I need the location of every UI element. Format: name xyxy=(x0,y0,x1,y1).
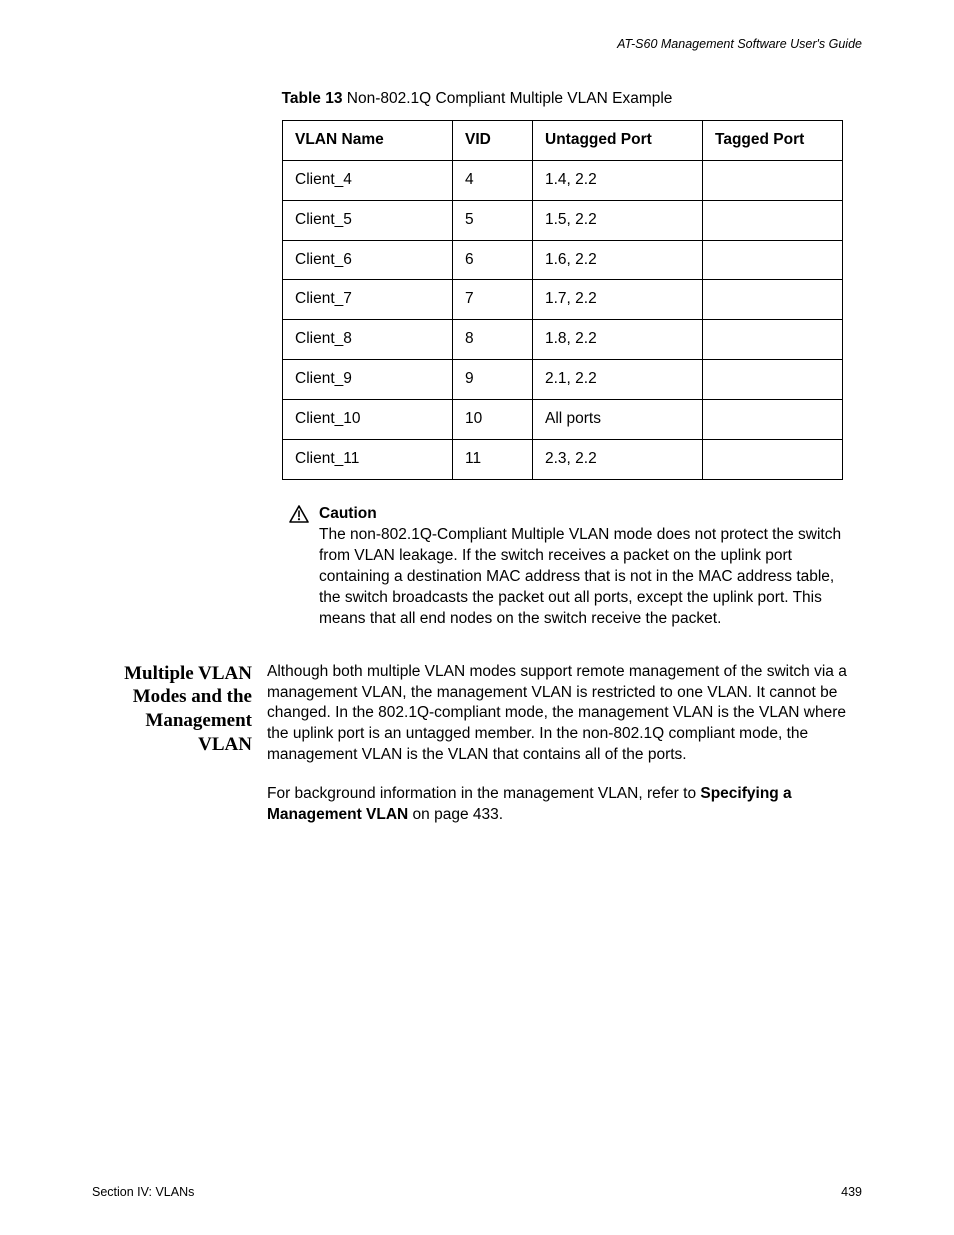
table-cell: 4 xyxy=(453,160,533,200)
col-header: Tagged Port xyxy=(703,120,843,160)
table-cell xyxy=(703,320,843,360)
col-header: VID xyxy=(453,120,533,160)
table-cell: Client_8 xyxy=(283,320,453,360)
table-cell xyxy=(703,160,843,200)
caution-title: Caution xyxy=(319,505,377,522)
table-cell: Client_4 xyxy=(283,160,453,200)
footer-section: Section IV: VLANs xyxy=(92,1184,194,1201)
table-cell: 7 xyxy=(453,280,533,320)
header-guide-title: AT-S60 Management Software User's Guide xyxy=(92,36,862,53)
section-heading: Multiple VLAN Modes and the Management V… xyxy=(92,662,267,757)
table-row: Client_992.1, 2.2 xyxy=(283,360,843,400)
table-body: Client_441.4, 2.2Client_551.5, 2.2Client… xyxy=(283,160,843,479)
table-cell: Client_7 xyxy=(283,280,453,320)
table-row: Client_661.6, 2.2 xyxy=(283,240,843,280)
page: AT-S60 Management Software User's Guide … xyxy=(0,0,954,1235)
table-cell: Client_11 xyxy=(283,440,453,480)
table-cell: Client_10 xyxy=(283,400,453,440)
table-cell: All ports xyxy=(533,400,703,440)
table-row: Client_881.8, 2.2 xyxy=(283,320,843,360)
table-cell: 1.5, 2.2 xyxy=(533,200,703,240)
table-cell xyxy=(703,360,843,400)
table-cell xyxy=(703,240,843,280)
table-cell: 1.8, 2.2 xyxy=(533,320,703,360)
table-caption-text: Non-802.1Q Compliant Multiple VLAN Examp… xyxy=(342,90,672,107)
table-cell: Client_5 xyxy=(283,200,453,240)
page-footer: Section IV: VLANs 439 xyxy=(92,1184,862,1201)
table-row: Client_11112.3, 2.2 xyxy=(283,440,843,480)
table-cell: 6 xyxy=(453,240,533,280)
caution-icon xyxy=(289,505,309,530)
table-cell: 9 xyxy=(453,360,533,400)
paragraph: Although both multiple VLAN modes suppor… xyxy=(267,662,847,767)
table-cell xyxy=(703,280,843,320)
caution-block: Caution The non-802.1Q-Compliant Multipl… xyxy=(289,504,849,630)
table-cell: 1.6, 2.2 xyxy=(533,240,703,280)
caution-text: Caution The non-802.1Q-Compliant Multipl… xyxy=(319,504,849,630)
para-text: on page 433. xyxy=(408,806,503,823)
table-header-row: VLAN Name VID Untagged Port Tagged Port xyxy=(283,120,843,160)
table-cell: Client_6 xyxy=(283,240,453,280)
table-cell: 2.3, 2.2 xyxy=(533,440,703,480)
col-header: VLAN Name xyxy=(283,120,453,160)
page-number: 439 xyxy=(841,1184,862,1201)
paragraph: For background information in the manage… xyxy=(267,784,847,826)
table-cell: 8 xyxy=(453,320,533,360)
vlan-table: VLAN Name VID Untagged Port Tagged Port … xyxy=(282,120,843,480)
table-cell xyxy=(703,400,843,440)
caution-body: The non-802.1Q-Compliant Multiple VLAN m… xyxy=(319,526,841,627)
table-cell: 11 xyxy=(453,440,533,480)
table-cell: Client_9 xyxy=(283,360,453,400)
table-row: Client_441.4, 2.2 xyxy=(283,160,843,200)
table-cell: 1.7, 2.2 xyxy=(533,280,703,320)
table-cell: 5 xyxy=(453,200,533,240)
table-caption-label: Table 13 xyxy=(282,90,343,107)
section-row: Multiple VLAN Modes and the Management V… xyxy=(92,662,862,844)
table-caption: Table 13 Non-802.1Q Compliant Multiple V… xyxy=(92,89,862,110)
table-cell xyxy=(703,200,843,240)
table-cell: 10 xyxy=(453,400,533,440)
table-cell xyxy=(703,440,843,480)
table-row: Client_771.7, 2.2 xyxy=(283,280,843,320)
para-text: For background information in the manage… xyxy=(267,785,700,802)
table-row: Client_1010All ports xyxy=(283,400,843,440)
section-body: Although both multiple VLAN modes suppor… xyxy=(267,662,847,844)
table-row: Client_551.5, 2.2 xyxy=(283,200,843,240)
col-header: Untagged Port xyxy=(533,120,703,160)
table-cell: 1.4, 2.2 xyxy=(533,160,703,200)
table-cell: 2.1, 2.2 xyxy=(533,360,703,400)
